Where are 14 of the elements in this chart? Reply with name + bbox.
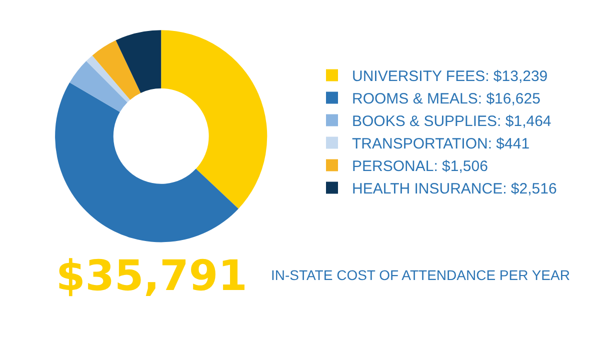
legend-label: PERSONAL: $1,506	[352, 158, 488, 176]
donut-slice	[92, 40, 141, 100]
donut-slice	[116, 30, 162, 94]
legend-label: HEALTH INSURANCE: $2,516	[352, 180, 557, 198]
legend-label: ROOMS & MEALS: $16,625	[352, 90, 540, 108]
donut-slice	[161, 30, 268, 209]
donut-slice	[70, 61, 128, 112]
donut-slice	[55, 82, 238, 242]
legend-label: BOOKS & SUPPLIES: $1,464	[352, 113, 552, 130]
donut-slice	[86, 55, 130, 102]
legend-label: TRANSPORTATION: $441	[352, 136, 530, 153]
legend-label: UNIVERSITY FEES: $13,239	[352, 68, 548, 86]
text: $35,791	[56, 251, 248, 300]
text: IN-STATE COST OF ATTENDANCE PER YEAR	[271, 267, 570, 283]
